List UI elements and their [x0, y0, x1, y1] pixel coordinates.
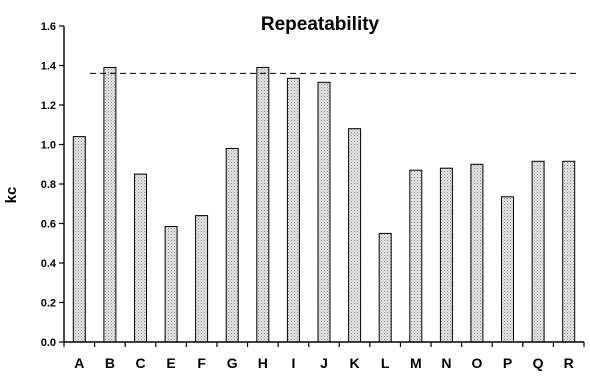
x-tick-label-c: C	[135, 355, 145, 371]
bar-i	[286, 77, 300, 343]
bar-g	[225, 148, 239, 343]
bar-l	[378, 232, 392, 343]
chart-title: Repeatability	[261, 14, 380, 35]
x-tick-label-q: Q	[533, 355, 544, 371]
x-tick-label-p: P	[503, 355, 512, 371]
y-axis-label: kc	[3, 187, 20, 204]
bar-e	[164, 226, 178, 343]
bar-h	[256, 67, 270, 343]
y-tick-label: 0.8	[41, 179, 56, 191]
bars-layer	[72, 67, 576, 343]
bar-c	[134, 173, 147, 343]
x-tick-label-h: H	[258, 355, 268, 371]
x-tick-label-r: R	[564, 355, 574, 371]
bar-j	[317, 81, 331, 343]
bar-q	[531, 160, 545, 343]
x-tick-label-g: G	[227, 355, 238, 371]
bar-b	[103, 67, 117, 343]
y-tick-label: 1.2	[41, 100, 56, 112]
y-tick-label: 0.0	[41, 337, 56, 349]
bar-k	[348, 128, 362, 343]
y-tick-label: 0.6	[41, 219, 56, 231]
bar-f	[195, 215, 209, 343]
y-tick-label: 1.6	[41, 21, 56, 33]
bar-r	[562, 160, 576, 343]
x-tick-label-b: B	[105, 355, 115, 371]
x-tick-label-l: L	[381, 355, 390, 371]
x-tick-label-k: K	[350, 355, 360, 371]
x-tick-label-f: F	[197, 355, 206, 371]
x-tick-label-j: J	[320, 355, 328, 371]
y-tick-label: 0.4	[41, 258, 57, 270]
bar-a	[72, 136, 86, 343]
y-tick-label: 0.2	[41, 298, 56, 310]
x-tick-label-i: I	[291, 355, 295, 371]
x-tick-label-a: A	[74, 355, 84, 371]
bar-o	[470, 163, 484, 343]
bar-n	[439, 167, 453, 343]
y-tick-label: 1.0	[41, 140, 56, 152]
y-tick-label: 1.4	[41, 61, 57, 73]
bar-p	[501, 196, 514, 343]
x-tick-label-o: O	[471, 355, 482, 371]
bar-m	[409, 169, 423, 343]
x-tick-label-e: E	[166, 355, 175, 371]
x-tick-label-m: M	[410, 355, 422, 371]
y-ticks-layer: 0.0 0.2 0.4 0.6 0.8 1.0 1.2 1.4 1.6	[41, 21, 64, 349]
x-tick-label-n: N	[441, 355, 451, 371]
